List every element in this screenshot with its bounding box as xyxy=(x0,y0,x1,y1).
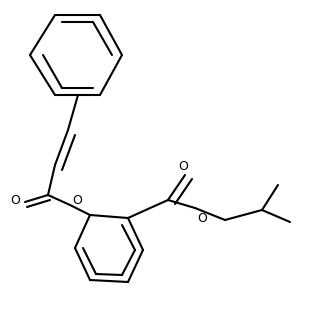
Text: O: O xyxy=(72,194,82,207)
Text: O: O xyxy=(197,212,207,225)
Text: O: O xyxy=(178,160,188,173)
Text: O: O xyxy=(10,194,20,207)
